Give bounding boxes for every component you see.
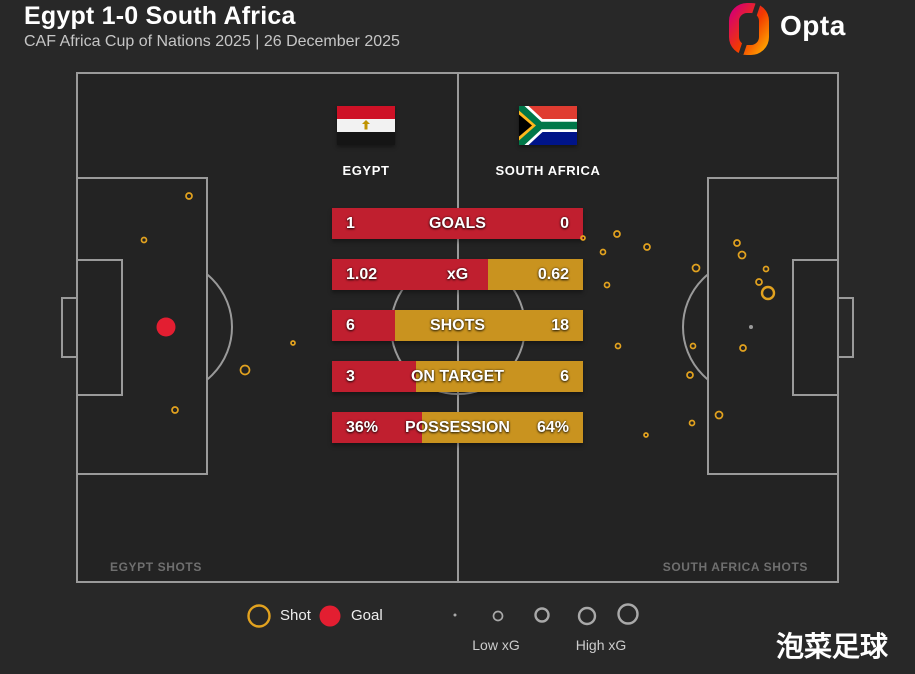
- page-title: Egypt 1-0 South Africa: [24, 2, 296, 30]
- stat-row-goals: 1 0 GOALS: [332, 208, 583, 239]
- shot-legend-label: Shot: [280, 607, 311, 624]
- home-value: 3: [346, 367, 355, 385]
- home-value: 6: [346, 316, 355, 334]
- home-team-name: EGYPT: [342, 163, 390, 178]
- high-xg-label: High xG: [575, 637, 627, 653]
- goal-right: [837, 297, 854, 358]
- match-subtitle: CAF Africa Cup of Nations 2025 | 26 Dece…: [24, 33, 400, 50]
- home-shots-label: EGYPT SHOTS: [110, 560, 202, 574]
- stat-row-shots: 6 18 SHOTS: [332, 310, 583, 341]
- home-value: 1: [346, 214, 355, 232]
- home-value: 36%: [346, 418, 379, 436]
- goal-left: [61, 297, 78, 358]
- watermark: 泡菜足球: [776, 631, 889, 662]
- away-team-name: SOUTH AFRICA: [495, 163, 601, 178]
- stat-label: SHOTS: [429, 316, 486, 334]
- home-bar-fill: [332, 310, 395, 341]
- stat-label: GOALS: [429, 214, 486, 232]
- away-value: 6: [560, 367, 569, 385]
- stat-label: ON TARGET: [410, 367, 505, 385]
- stat-row-possession: 36% 64% POSSESSION: [332, 412, 583, 443]
- away-value: 18: [551, 316, 569, 334]
- penalty-arc-right: [682, 273, 708, 381]
- stat-label: xG: [446, 265, 469, 283]
- stat-row-on-target: 3 6 ON TARGET: [332, 361, 583, 392]
- penalty-spot-left: [162, 325, 166, 329]
- goal-legend-label: Goal: [351, 607, 383, 624]
- away-value: 64%: [536, 418, 569, 436]
- home-bar-fill: [332, 361, 416, 392]
- opta-logo-icon: [728, 3, 770, 60]
- south-africa-flag-icon: [514, 101, 577, 150]
- penalty-arc-left: [207, 273, 233, 381]
- opta-wordmark: Opta: [780, 10, 846, 41]
- egypt-flag-icon: [337, 106, 395, 145]
- away-value: 0: [560, 214, 569, 232]
- home-value: 1.02: [346, 265, 378, 283]
- low-xg-label: Low xG: [472, 637, 520, 653]
- home-bar-fill: [332, 208, 583, 239]
- away-value: 0.62: [537, 265, 569, 283]
- away-shots-label: SOUTH AFRICA SHOTS: [662, 560, 808, 574]
- home-bar-fill: [332, 412, 423, 443]
- penalty-spot-right: [749, 325, 753, 329]
- stat-row-xg: 1.02 0.62 xG: [332, 259, 583, 290]
- stat-label: POSSESSION: [405, 418, 510, 436]
- home-bar-fill: [332, 259, 489, 290]
